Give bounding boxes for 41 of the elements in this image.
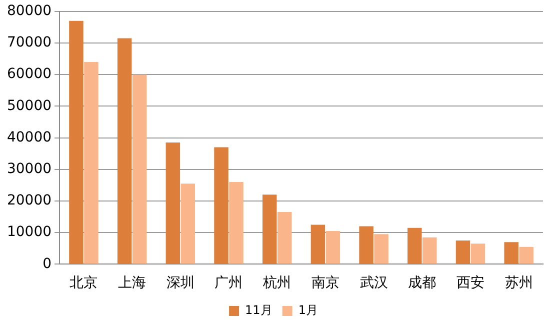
bar xyxy=(277,212,292,264)
y-tick-label: 50000 xyxy=(6,98,52,114)
x-tick-label: 广州 xyxy=(214,275,243,292)
x-tick-label: 武汉 xyxy=(360,275,388,292)
y-tick-label: 10000 xyxy=(6,224,52,240)
bar xyxy=(408,228,422,264)
bar xyxy=(359,226,374,264)
x-tick-label: 北京 xyxy=(70,275,98,292)
x-tick-label: 南京 xyxy=(311,275,340,292)
bar xyxy=(310,224,326,264)
y-tick-label: 60000 xyxy=(6,66,52,82)
bar xyxy=(504,242,518,264)
bar xyxy=(326,231,340,264)
x-tick-label: 杭州 xyxy=(262,275,292,292)
x-tick-label: 西安 xyxy=(456,275,484,292)
bar xyxy=(69,20,84,264)
x-tick-label: 苏州 xyxy=(504,275,533,292)
bar xyxy=(422,237,437,264)
y-tick-label: 40000 xyxy=(6,129,52,146)
legend-label: 1月 xyxy=(298,303,318,318)
legend-label: 11月 xyxy=(245,303,272,318)
y-tick-label: 20000 xyxy=(6,192,52,209)
x-tick-label: 深圳 xyxy=(166,275,194,292)
bar xyxy=(456,240,470,264)
bar xyxy=(84,62,98,264)
y-tick-label: 30000 xyxy=(6,161,52,178)
bar xyxy=(470,244,486,264)
bar xyxy=(117,38,132,264)
bar xyxy=(180,184,196,264)
x-tick-label: 上海 xyxy=(118,275,146,292)
bar xyxy=(374,234,388,264)
bar xyxy=(519,246,534,264)
y-tick-label: 80000 xyxy=(6,3,52,20)
bar xyxy=(214,147,228,264)
bar xyxy=(229,182,244,264)
x-tick-label: 成都 xyxy=(408,275,436,292)
bar xyxy=(166,142,180,264)
y-tick-label: 0 xyxy=(42,256,52,272)
bar xyxy=(132,74,147,264)
y-tick-label: 70000 xyxy=(6,34,52,51)
bar xyxy=(262,194,277,264)
